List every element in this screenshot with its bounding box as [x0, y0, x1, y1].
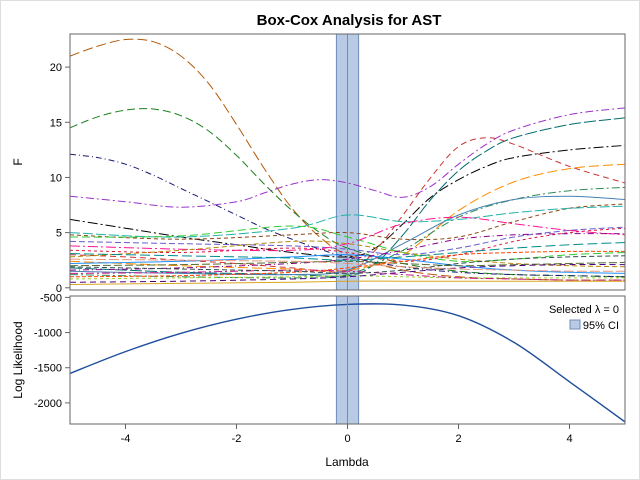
top-y-axis-label: F: [11, 158, 25, 165]
chart-title: Box-Cox Analysis for AST: [257, 12, 442, 29]
x-tick-label: -2: [232, 433, 242, 445]
top-panel: 0 5 10 15 20 F: [11, 33, 626, 295]
bottom-y-tick-label: -1000: [34, 328, 62, 340]
top-series-line-27: [70, 255, 625, 274]
top-series-line-16: [70, 216, 625, 252]
bottom-y-tick-label: -1500: [34, 363, 62, 375]
top-series-line-23: [70, 275, 625, 280]
x-tick-label: 4: [566, 433, 572, 445]
bottom-y-axis-label: Log Likelihood: [11, 321, 25, 398]
top-series-line-25: [70, 269, 625, 281]
top-series-line-21: [70, 250, 625, 278]
top-series-line-12: [70, 205, 625, 238]
top-series-line-17: [70, 240, 625, 268]
x-axis: -4 -2 0 2 4: [121, 424, 573, 445]
legend-ci-swatch: [569, 319, 581, 330]
top-series-line-24: [70, 264, 625, 283]
x-axis-label: Lambda: [325, 455, 369, 469]
legend: Selected λ = 0 95% CI: [549, 304, 619, 332]
top-y-tick-label: 20: [50, 62, 62, 74]
top-series-line-15: [70, 225, 625, 263]
top-series-line-18: [70, 254, 625, 274]
bottom-panel: -500 -1000 -1500 -2000 Log Likelihood Selec…: [11, 292, 626, 425]
top-series-line-10: [70, 195, 625, 276]
top-series-group: [70, 38, 625, 285]
top-y-tick-label: 0: [56, 283, 62, 295]
top-series-line-28: [70, 258, 625, 272]
x-tick-label: 2: [455, 433, 461, 445]
top-series-line-26: [70, 280, 625, 285]
top-series-line-4: [70, 107, 625, 208]
top-series-line-11: [70, 203, 625, 241]
x-tick-label: 0: [344, 433, 350, 445]
x-tick-label: -4: [121, 433, 131, 445]
top-series-line-8: [70, 163, 625, 272]
top-series-line-9: [70, 186, 625, 279]
legend-selected-label: Selected λ = 0: [549, 304, 619, 316]
bottom-y-tick-label: -2000: [34, 398, 62, 410]
bottom-y-axis: -500 -1000 -1500 -2000: [34, 292, 70, 410]
top-series-line-14: [70, 227, 625, 262]
top-panel-frame: [69, 33, 626, 291]
top-series-line-13: [70, 226, 625, 256]
legend-ci-label: 95% CI: [583, 320, 619, 332]
top-series-line-7: [70, 137, 625, 273]
top-series-line-6: [70, 144, 625, 258]
top-series-line-3: [70, 153, 625, 278]
top-y-tick-label: 5: [56, 228, 62, 240]
bottom-y-tick-label: -500: [40, 292, 62, 304]
top-series-line-22: [70, 242, 625, 261]
top-y-tick-label: 15: [50, 117, 62, 129]
top-series-line-2: [70, 108, 625, 278]
top-y-tick-label: 10: [50, 172, 62, 184]
top-y-axis: 0 5 10 15 20: [50, 62, 70, 295]
